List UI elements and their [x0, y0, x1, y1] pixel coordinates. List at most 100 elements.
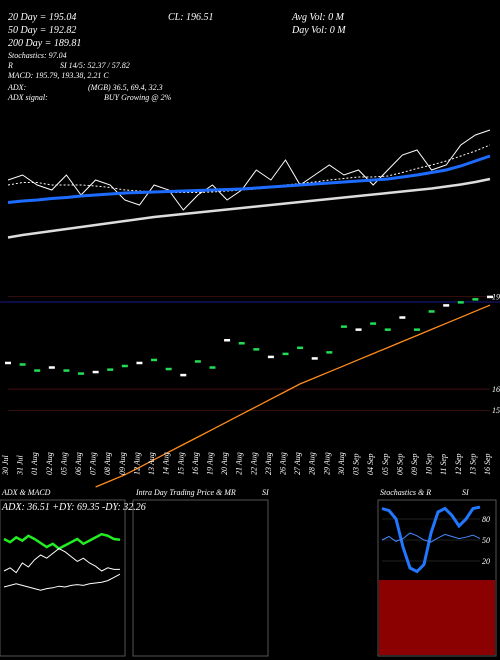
close-mark	[78, 372, 85, 375]
close-mark	[107, 368, 114, 371]
x-tick-label: 21 Aug	[235, 452, 244, 475]
y-tick-label: 50	[482, 536, 490, 545]
close-mark	[399, 316, 406, 319]
close-mark	[151, 358, 158, 362]
x-tick-label: 05 Aug	[59, 452, 68, 475]
x-tick-label: 12 Aug	[132, 452, 141, 475]
x-tick-label: 15 Aug	[176, 452, 185, 475]
intraday-title: Intra Day Trading Price & MR	[135, 488, 236, 497]
close-mark	[370, 322, 377, 325]
x-tick-label: 09 Aug	[118, 452, 127, 475]
stoch-panel	[377, 499, 497, 657]
close-mark	[428, 310, 435, 313]
series-line	[7, 129, 491, 211]
close-mark	[34, 369, 41, 372]
day-vol: Day Vol: 0 M	[291, 25, 346, 36]
y-tick-label: 166.3	[492, 385, 500, 394]
series-line	[3, 573, 121, 591]
close-mark	[487, 295, 493, 299]
close-mark	[48, 366, 55, 369]
close-mark	[443, 304, 450, 307]
close-mark	[136, 361, 143, 365]
intraday-subtitle: SI	[262, 488, 269, 497]
x-tick-label: 04 Sep	[366, 453, 375, 475]
close-mark	[457, 301, 464, 304]
y-tick-label: 20	[482, 557, 490, 566]
x-tick-label: 08 Aug	[103, 452, 112, 475]
series-line	[95, 304, 491, 488]
ma20: 20 Day = 195.04	[8, 12, 76, 23]
close-mark	[165, 367, 172, 371]
x-tick-label: 05 Sep	[381, 453, 390, 475]
adx: ADX:	[7, 83, 27, 92]
close-mark	[355, 328, 362, 331]
x-tick-label: 29 Aug	[322, 452, 331, 475]
series-line	[7, 177, 491, 239]
close-mark	[253, 348, 260, 351]
close-mark	[384, 328, 391, 331]
close-mark	[472, 298, 479, 301]
x-tick-label: 16 Aug	[191, 452, 200, 475]
macd: MACD: 195.79, 193.38, 2.21 C	[7, 71, 109, 80]
series-line	[7, 154, 491, 204]
adx-signal: ADX signal:	[7, 93, 48, 102]
x-tick-label: 11 Sep	[439, 454, 448, 475]
close-mark	[282, 352, 289, 356]
intraday-panel	[132, 499, 269, 657]
x-tick-label: 13 Aug	[147, 452, 156, 475]
x-tick-label: 12 Sep	[454, 453, 463, 475]
adx-subtitle: ADX: 36.51 +DY: 69.35 -DY: 32.26	[1, 502, 146, 513]
x-tick-label: 26 Aug	[279, 452, 288, 475]
x-tick-label: 28 Aug	[308, 452, 317, 475]
x-tick-label: 09 Sep	[410, 453, 419, 475]
x-tick-label: 19 Aug	[205, 452, 214, 475]
rsi: SI 14/5: 52.37 / 57.82	[60, 61, 130, 70]
close: CL: 196.51	[168, 12, 214, 23]
x-tick-label: 10 Sep	[425, 453, 434, 475]
x-tick-label: 03 Sep	[352, 453, 361, 475]
x-tick-label: 20 Aug	[220, 452, 229, 475]
ma50: 50 Day = 192.82	[8, 25, 76, 36]
rsi-label: R	[7, 61, 13, 70]
signal: BUY Growing @ 2%	[104, 93, 172, 102]
close-mark	[63, 369, 70, 372]
close-mark	[311, 357, 318, 360]
close-mark	[340, 325, 347, 328]
x-tick-label: 14 Aug	[162, 452, 171, 475]
stoch-subtitle: SI	[462, 488, 469, 497]
close-mark	[267, 355, 274, 359]
x-tick-label: 16 Sep	[483, 453, 492, 475]
close-mark	[121, 364, 128, 368]
y-tick-label: 159.32	[492, 406, 500, 415]
close-mark	[209, 366, 216, 369]
series-line	[381, 532, 481, 543]
x-tick-label: 27 Aug	[293, 452, 302, 475]
close-mark	[413, 328, 420, 331]
x-tick-label: 01 Aug	[30, 452, 39, 475]
adx-title: ADX & MACD	[1, 488, 51, 497]
series-line	[381, 505, 481, 574]
close-mark	[19, 363, 26, 366]
rsi-panel	[379, 580, 495, 655]
x-tick-label: 07 Aug	[89, 452, 98, 475]
series-line	[3, 532, 121, 551]
x-tick-label: 31 Jul	[16, 454, 25, 476]
close-mark	[297, 346, 304, 350]
adx-panel	[0, 499, 126, 657]
close-mark	[238, 342, 245, 345]
close-mark	[180, 373, 187, 377]
y-tick-label: 80	[482, 515, 490, 524]
close-mark	[224, 339, 231, 342]
stochastics: Stochastics: 97.04	[8, 51, 67, 60]
ma200: 200 Day = 189.81	[8, 38, 81, 49]
adx-value: (MGB) 36.5, 69.4, 32.3	[88, 83, 163, 92]
close-mark	[326, 351, 333, 354]
x-tick-label: 30 Jul	[1, 454, 10, 476]
x-tick-label: 30 Aug	[337, 452, 346, 476]
x-tick-label: 02 Aug	[45, 452, 54, 475]
x-tick-label: 06 Sep	[395, 453, 404, 475]
x-tick-label: 13 Sep	[468, 453, 477, 475]
x-tick-label: 06 Aug	[74, 452, 83, 475]
close-mark	[194, 360, 201, 363]
